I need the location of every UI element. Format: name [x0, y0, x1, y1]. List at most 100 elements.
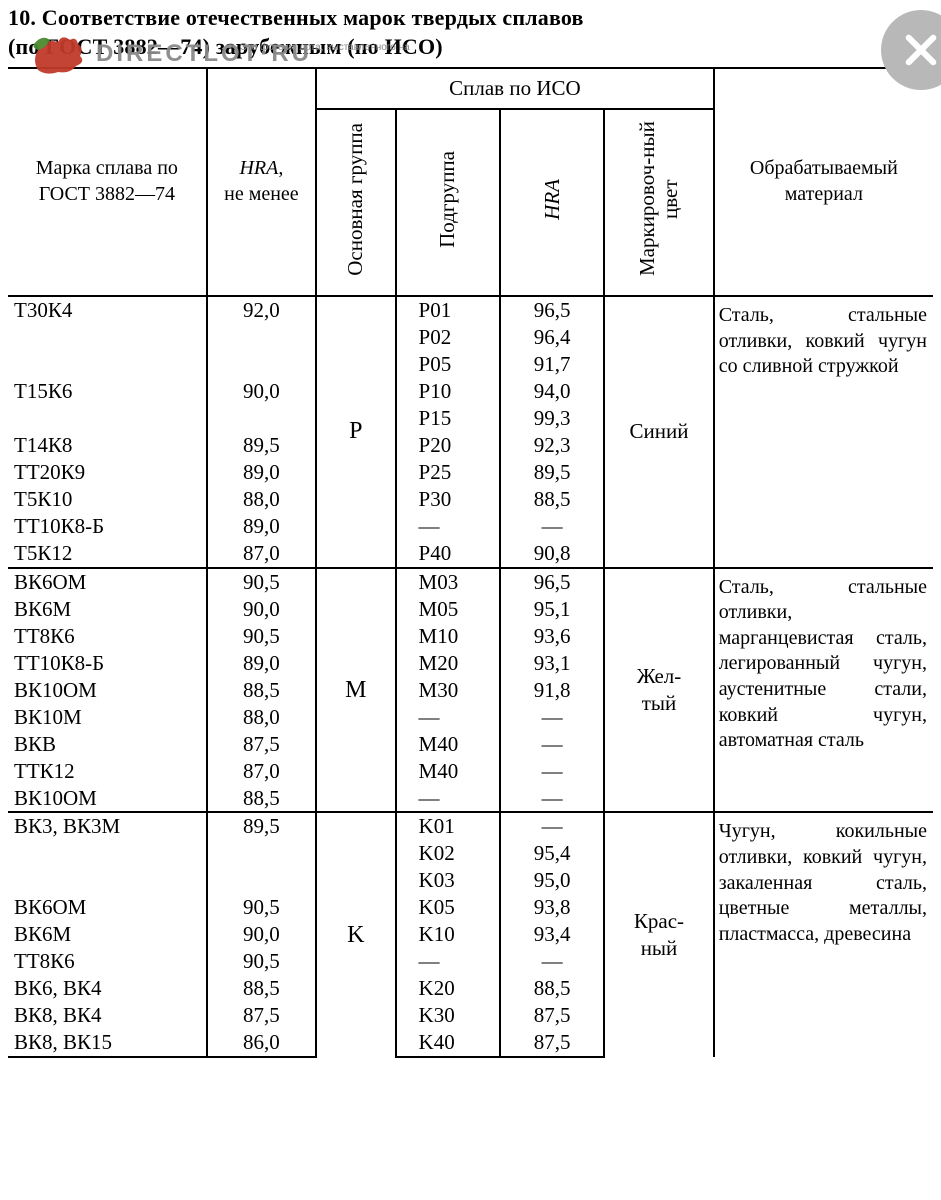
cell-hra-min: 90,5 — [207, 623, 316, 650]
cell-hra-iso: 87,5 — [500, 1002, 604, 1029]
cell-subgroup: P25 — [396, 459, 501, 486]
cell-subgroup: K40 — [396, 1029, 501, 1057]
cell-hra-min — [207, 840, 316, 867]
cell-marka: Т15К6 — [8, 378, 207, 405]
cell-hra-min: 88,5 — [207, 785, 316, 813]
header-iso-span: Сплав по ИСО — [316, 68, 714, 109]
cell-hra-min: 89,0 — [207, 650, 316, 677]
cell-hra-min: 90,0 — [207, 378, 316, 405]
cell-hra-min: 89,5 — [207, 812, 316, 840]
cell-subgroup: — — [396, 948, 501, 975]
cell-hra-min — [207, 351, 316, 378]
cell-mark-color: Синий — [604, 296, 713, 568]
cell-hra-iso: 93,8 — [500, 894, 604, 921]
cell-hra-iso: 96,4 — [500, 324, 604, 351]
table-row: Т30К492,0PP0196,5СинийСталь, стальные от… — [8, 296, 933, 324]
cell-subgroup: M40 — [396, 758, 501, 785]
cell-marka — [8, 840, 207, 867]
cell-subgroup: M40 — [396, 731, 501, 758]
cell-subgroup: P01 — [396, 296, 501, 324]
cell-marka: ВК8, ВК4 — [8, 1002, 207, 1029]
cell-hra-iso: 87,5 — [500, 1029, 604, 1057]
cell-hra-min: 88,0 — [207, 486, 316, 513]
cell-hra-iso: — — [500, 785, 604, 813]
cell-subgroup: M05 — [396, 596, 501, 623]
cell-main-group: M — [316, 568, 395, 813]
cell-subgroup: K01 — [396, 812, 501, 840]
cell-marka: ТТ8К6 — [8, 948, 207, 975]
cell-marka — [8, 867, 207, 894]
cell-hra-min: 88,5 — [207, 677, 316, 704]
cell-subgroup: M30 — [396, 677, 501, 704]
cell-hra-iso: 93,4 — [500, 921, 604, 948]
cell-marka: Т14К8 — [8, 432, 207, 459]
cell-hra-min: 89,0 — [207, 513, 316, 540]
header-mark-color: Маркировоч-ный цвет — [604, 109, 713, 296]
cell-subgroup: K05 — [396, 894, 501, 921]
cell-hra-min: 90,5 — [207, 568, 316, 596]
cell-hra-min: 87,5 — [207, 731, 316, 758]
cell-hra-min: 90,0 — [207, 596, 316, 623]
cell-marka: ВК6ОМ — [8, 894, 207, 921]
cell-hra-min: 92,0 — [207, 296, 316, 324]
cell-marka: ВК10М — [8, 704, 207, 731]
header-marka: Марка сплава по ГОСТ 3882—74 — [8, 68, 207, 296]
table-row: ВК3, ВК3М89,5KK01—Крас-ныйЧугун, кокильн… — [8, 812, 933, 840]
cell-hra-iso: 88,5 — [500, 975, 604, 1002]
cell-subgroup: K10 — [396, 921, 501, 948]
cell-hra-iso: 95,0 — [500, 867, 604, 894]
cell-subgroup: M20 — [396, 650, 501, 677]
cell-hra-min: 88,5 — [207, 975, 316, 1002]
cell-hra-iso: 95,4 — [500, 840, 604, 867]
cell-mark-color: Крас-ный — [604, 812, 713, 1057]
cell-material: Сталь, стальные отливки, ковкий чугун со… — [714, 296, 933, 568]
cell-subgroup: M03 — [396, 568, 501, 596]
cell-subgroup: — — [396, 785, 501, 813]
cell-marka: ВК10ОМ — [8, 785, 207, 813]
cell-main-group: P — [316, 296, 395, 568]
cell-material: Сталь, стальные отливки, марганцевистая … — [714, 568, 933, 813]
cell-hra-iso: 96,5 — [500, 296, 604, 324]
cell-marka: ТТ10К8-Б — [8, 650, 207, 677]
table-row: ВК6ОМ90,5MM0396,5Жел-тыйСталь, стальные … — [8, 568, 933, 596]
cell-subgroup: K30 — [396, 1002, 501, 1029]
cell-marka: ВК6ОМ — [8, 568, 207, 596]
cell-main-group: K — [316, 812, 395, 1057]
cell-hra-min — [207, 324, 316, 351]
cell-subgroup: P20 — [396, 432, 501, 459]
cell-marka: Т30К4 — [8, 296, 207, 324]
cell-hra-min: 88,0 — [207, 704, 316, 731]
cell-hra-iso: — — [500, 731, 604, 758]
title-line-1: 10. Соответствие отечественных марок тве… — [8, 5, 584, 30]
alloy-correspondence-table: Марка сплава по ГОСТ 3882—74 HRA, не мен… — [8, 67, 933, 1058]
cell-hra-min: 87,0 — [207, 540, 316, 568]
cell-marka: ВКВ — [8, 731, 207, 758]
cell-marka: ТТ20К9 — [8, 459, 207, 486]
cell-marka: Т5К12 — [8, 540, 207, 568]
title-line-2: (по ГОСТ 3882—74) зарубежным (по ИСО) — [8, 34, 443, 59]
cell-marka: ВК6, ВК4 — [8, 975, 207, 1002]
cell-hra-iso: 93,6 — [500, 623, 604, 650]
cell-marka: Т5К10 — [8, 486, 207, 513]
cell-hra-iso: 91,8 — [500, 677, 604, 704]
cell-material: Чугун, кокильные отливки, ковкий чугун, … — [714, 812, 933, 1057]
cell-subgroup: K03 — [396, 867, 501, 894]
cell-hra-iso: 89,5 — [500, 459, 604, 486]
cell-subgroup: P40 — [396, 540, 501, 568]
cell-hra-iso: — — [500, 948, 604, 975]
table-body: Т30К492,0PP0196,5СинийСталь, стальные от… — [8, 296, 933, 1057]
cell-marka: ТТ10К8-Б — [8, 513, 207, 540]
cell-mark-color: Жел-тый — [604, 568, 713, 813]
cell-hra-iso: 95,1 — [500, 596, 604, 623]
cell-hra-iso: 96,5 — [500, 568, 604, 596]
cell-hra-iso: 92,3 — [500, 432, 604, 459]
cell-hra-min: 87,0 — [207, 758, 316, 785]
cell-hra-min: 90,0 — [207, 921, 316, 948]
cell-marka: ВК6М — [8, 921, 207, 948]
cell-hra-iso: 91,7 — [500, 351, 604, 378]
cell-hra-iso: — — [500, 812, 604, 840]
cell-hra-min — [207, 405, 316, 432]
table-header: Марка сплава по ГОСТ 3882—74 HRA, не мен… — [8, 68, 933, 296]
cell-hra-min: 87,5 — [207, 1002, 316, 1029]
cell-hra-iso: — — [500, 513, 604, 540]
